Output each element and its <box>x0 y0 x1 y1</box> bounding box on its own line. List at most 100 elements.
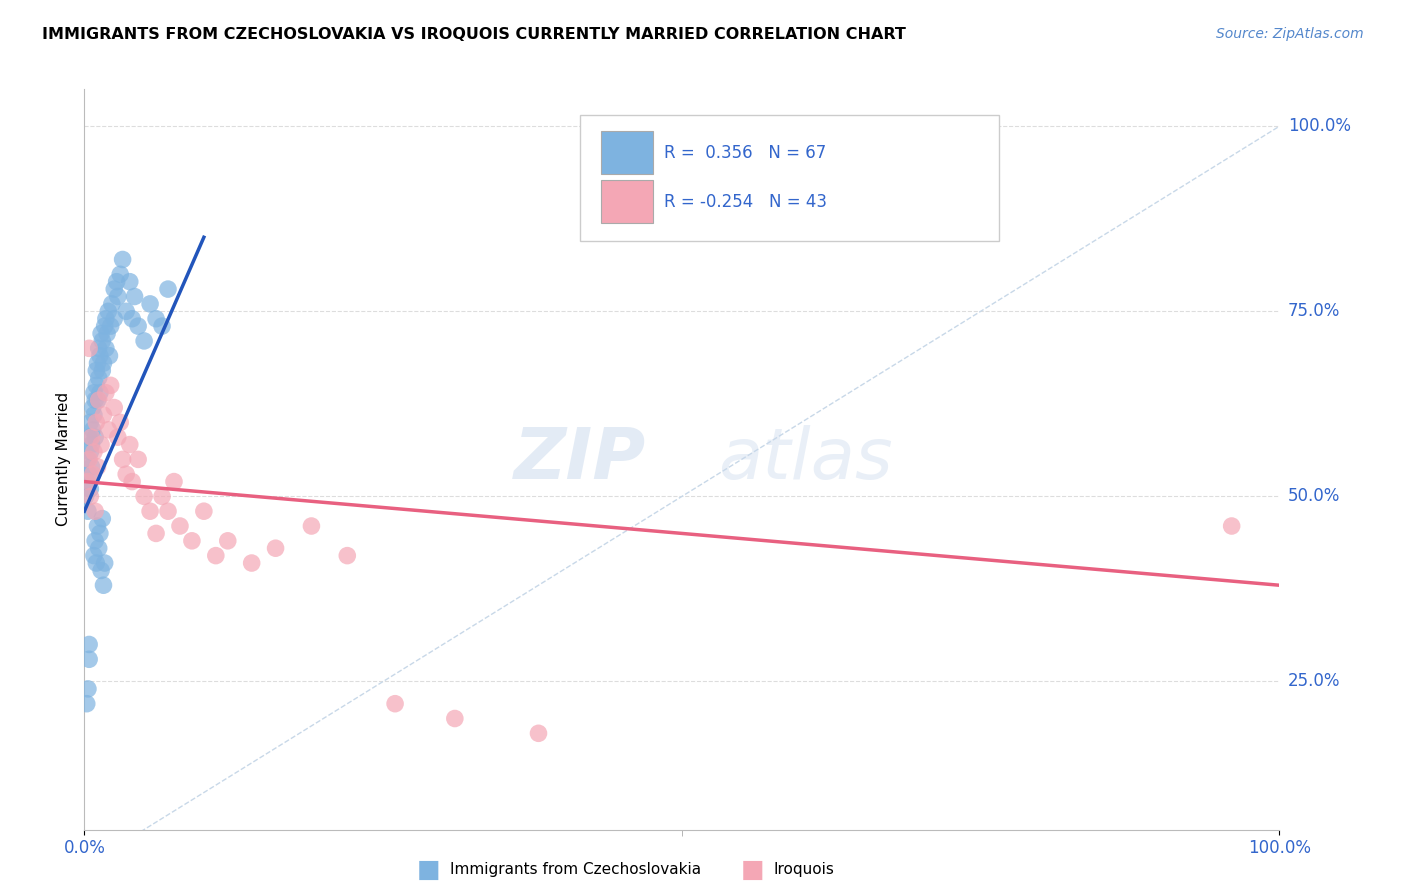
Point <box>89 385 111 400</box>
Point <box>110 415 132 429</box>
Point <box>132 489 156 503</box>
Point <box>115 467 138 482</box>
Point <box>264 541 287 556</box>
Point <box>83 549 105 563</box>
Point <box>84 504 107 518</box>
Point <box>77 452 100 467</box>
Point <box>127 452 149 467</box>
Point <box>86 378 108 392</box>
Point <box>103 282 125 296</box>
Point <box>75 489 97 503</box>
Point <box>91 363 114 377</box>
Point <box>77 504 100 518</box>
FancyBboxPatch shape <box>600 180 654 223</box>
Point <box>181 533 204 548</box>
Point <box>336 549 359 563</box>
Point <box>84 393 107 408</box>
Point <box>77 637 100 651</box>
Point <box>93 319 115 334</box>
Point <box>240 556 263 570</box>
Point <box>157 504 180 518</box>
Point <box>83 408 105 422</box>
Point <box>97 304 120 318</box>
Point <box>90 564 112 578</box>
Point <box>91 511 114 525</box>
Point <box>77 467 100 482</box>
Text: 25.0%: 25.0% <box>1288 673 1340 690</box>
Point <box>87 371 110 385</box>
Point <box>86 356 108 370</box>
Point <box>94 311 117 326</box>
Point <box>94 342 117 356</box>
Point <box>82 401 104 415</box>
Point <box>132 334 156 348</box>
Point <box>98 349 121 363</box>
Point <box>111 452 134 467</box>
Point <box>150 319 173 334</box>
Point <box>111 252 134 267</box>
Point <box>93 356 115 370</box>
Point <box>89 349 111 363</box>
Point <box>77 452 100 467</box>
Point <box>82 467 104 482</box>
Text: 50.0%: 50.0% <box>1288 487 1340 506</box>
Text: Iroquois: Iroquois <box>773 863 834 877</box>
Point <box>301 519 323 533</box>
Point <box>76 475 98 489</box>
Text: R = -0.254   N = 43: R = -0.254 N = 43 <box>664 193 827 211</box>
Point <box>527 726 550 740</box>
Point <box>87 393 110 408</box>
Point <box>115 304 138 318</box>
Text: Immigrants from Czechoslovakia: Immigrants from Czechoslovakia <box>450 863 702 877</box>
Point <box>169 519 191 533</box>
FancyBboxPatch shape <box>600 131 654 174</box>
Point <box>86 415 108 429</box>
Point <box>86 519 108 533</box>
Point <box>124 289 146 303</box>
Point <box>1220 519 1243 533</box>
Point <box>205 549 228 563</box>
Text: 75.0%: 75.0% <box>1288 302 1340 320</box>
Point <box>77 430 100 444</box>
Point <box>110 268 132 282</box>
Point <box>79 445 101 459</box>
Point <box>90 326 112 341</box>
Point <box>118 275 141 289</box>
Text: Source: ZipAtlas.com: Source: ZipAtlas.com <box>1216 27 1364 41</box>
Point <box>77 475 100 489</box>
Point <box>163 475 186 489</box>
Point <box>103 311 125 326</box>
Point <box>105 275 128 289</box>
Point <box>79 415 101 429</box>
Text: R =  0.356   N = 67: R = 0.356 N = 67 <box>664 144 827 161</box>
Point <box>94 385 117 400</box>
Point <box>87 541 110 556</box>
Point <box>139 297 162 311</box>
Point <box>76 697 98 711</box>
Point <box>139 504 162 518</box>
Point <box>103 401 125 415</box>
Text: ■: ■ <box>418 858 440 881</box>
Point <box>444 712 467 726</box>
Point <box>101 297 124 311</box>
Point <box>77 681 100 696</box>
Point <box>157 282 180 296</box>
Point <box>86 556 108 570</box>
Point <box>96 326 118 341</box>
Point <box>93 408 115 422</box>
Point <box>86 459 108 474</box>
Point <box>80 459 103 474</box>
Point <box>145 311 167 326</box>
Point <box>84 533 107 548</box>
Point <box>86 393 108 408</box>
Point <box>100 378 122 392</box>
Point <box>77 342 100 356</box>
Point <box>93 578 115 592</box>
Text: IMMIGRANTS FROM CZECHOSLOVAKIA VS IROQUOIS CURRENTLY MARRIED CORRELATION CHART: IMMIGRANTS FROM CZECHOSLOVAKIA VS IROQUO… <box>42 27 905 42</box>
Y-axis label: Currently Married: Currently Married <box>56 392 72 526</box>
Point <box>121 475 143 489</box>
Point <box>127 319 149 334</box>
Point <box>90 437 112 451</box>
Point <box>83 445 105 459</box>
Point <box>107 430 129 444</box>
